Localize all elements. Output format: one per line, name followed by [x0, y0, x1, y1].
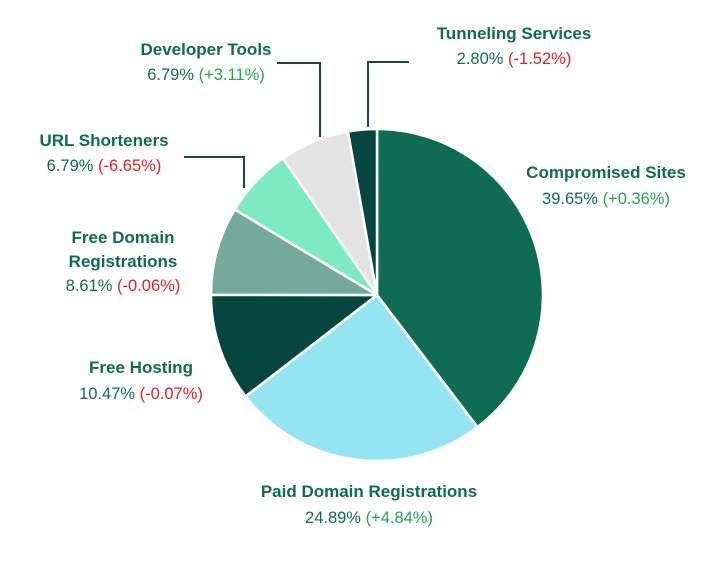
leader-line-tunneling-services — [367, 61, 409, 127]
slice-change-developer-tools: (+3.11%) — [199, 66, 265, 84]
slice-value-free-hosting: 10.47% — [79, 385, 140, 403]
label-url-shorteners: URL Shorteners 6.79% (-6.65%) — [39, 131, 168, 175]
pie-slice-free-hosting — [209, 293, 379, 398]
label-developer-tools: Developer Tools 6.79% (+3.11%) — [141, 40, 272, 84]
slice-labels: Compromised Sites 39.65% (+0.36%) Paid Dom… — [39, 24, 685, 527]
slice-value-tunneling-services: 2.80% — [457, 50, 508, 68]
label-compromised-sites: Compromised Sites 39.65% (+0.36%) — [526, 163, 686, 208]
svg-text:39.65% (+0.36%): 39.65% (+0.36%) — [542, 190, 670, 208]
pie-slice-compromised-sites — [375, 127, 545, 429]
slice-change-compromised-sites: (+0.36%) — [603, 190, 670, 208]
leader-line-url-shorteners — [184, 156, 245, 188]
slice-value-url-shorteners: 6.79% — [47, 157, 98, 175]
label-free-domain-registrations: Free Domain Registrations 8.61% (-0.06%) — [66, 228, 181, 295]
slice-value-developer-tools: 6.79% — [147, 66, 198, 84]
svg-text:2.80% (-1.52%): 2.80% (-1.52%) — [457, 50, 572, 68]
svg-text:10.47% (-0.07%): 10.47% (-0.07%) — [79, 385, 203, 403]
pie-slice-tunneling-services — [346, 127, 379, 297]
slice-name-developer-tools: Developer Tools — [141, 40, 272, 59]
slice-change-free-domain-registrations: (-0.06%) — [117, 277, 180, 295]
slice-name-free-domain-registrations: Free Domain Registrations — [69, 228, 178, 271]
pie-slice-paid-domain-registrations — [244, 293, 479, 463]
slice-name-url-shorteners: URL Shorteners — [39, 131, 168, 150]
label-paid-domain-registrations: Paid Domain Registrations 24.89% (+4.84%) — [261, 482, 477, 527]
label-tunneling-services: Tunneling Services 2.80% (-1.52%) — [437, 24, 592, 68]
svg-text:6.79% (+3.11%): 6.79% (+3.11%) — [147, 66, 265, 84]
pie-slices — [209, 127, 545, 463]
svg-text:24.89% (+4.84%): 24.89% (+4.84%) — [305, 509, 433, 527]
svg-text:6.79% (-6.65%): 6.79% (-6.65%) — [47, 157, 162, 175]
slice-value-compromised-sites: 39.65% — [542, 190, 603, 208]
slice-value-paid-domain-registrations: 24.89% — [305, 509, 366, 527]
slice-name-tunneling-services: Tunneling Services — [437, 24, 592, 43]
slice-name-paid-domain-registrations: Paid Domain Registrations — [261, 482, 477, 501]
slice-name-free-hosting: Free Hosting — [89, 358, 193, 377]
leader-lines — [184, 61, 409, 188]
slice-value-free-domain-registrations: 8.61% — [66, 277, 117, 295]
label-free-hosting: Free Hosting 10.47% (-0.07%) — [79, 358, 203, 403]
slice-name-compromised-sites: Compromised Sites — [526, 163, 686, 182]
leader-line-developer-tools — [277, 62, 321, 137]
pie-slice-free-domain-registrations — [209, 208, 379, 297]
slice-change-tunneling-services: (-1.52%) — [508, 50, 571, 68]
slice-change-paid-domain-registrations: (+4.84%) — [366, 509, 433, 527]
slice-change-url-shorteners: (-6.65%) — [98, 157, 161, 175]
svg-text:8.61% (-0.06%): 8.61% (-0.06%) — [66, 277, 181, 295]
slice-change-free-hosting: (-0.07%) — [140, 385, 203, 403]
